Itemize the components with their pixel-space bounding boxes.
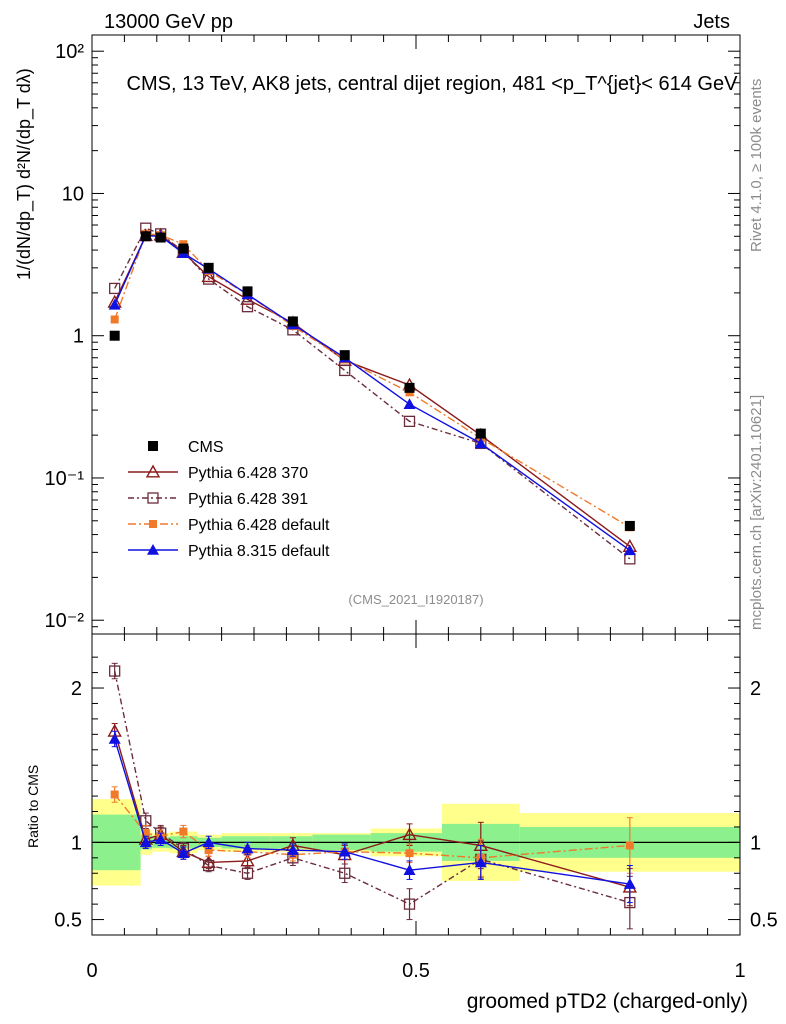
legend-label: Pythia 8.315 default [188,543,330,560]
series-layer [107,222,638,930]
legend-label: Pythia 6.428 370 [188,465,308,482]
series-point-main [403,415,416,428]
series-point-ratio [405,849,414,858]
source-label: mcplots.cern.ch [arXiv:2401.10621] [748,395,765,630]
cms-data-point [475,428,486,439]
cms-data-point [203,262,214,273]
series-line-ratio [114,794,630,859]
x-tick-label: 0.5 [402,960,430,982]
series-point-ratio [108,732,121,744]
cms-data-point [140,231,151,242]
series-point-ratio [623,878,636,889]
series-point-ratio [154,833,167,845]
series-point-ratio [241,842,254,854]
cms-data-point [339,350,350,361]
series-point-ratio [241,867,254,879]
ratio-y-tick-label: 2 [71,678,82,700]
analysis-id: (CMS_2021_I1920187) [348,592,483,607]
energy-label: 13000 GeV pp [104,11,233,33]
series-point-ratio [240,853,255,867]
main-y-tick-label: 10⁻² [45,610,85,632]
legend-marker [145,464,161,478]
series-point-main [403,398,416,410]
series-point-ratio [402,827,417,841]
series-point-main [108,298,121,310]
series-point-ratio [286,844,299,855]
rivet-label: Rivet 4.1.0, ≥ 100k events [748,79,765,252]
ratio-y-tick-label: 1 [71,832,82,854]
ratio-y-tick-label-right: 1 [750,832,761,854]
main-y-tick-label: 10⁻¹ [45,468,85,490]
series-point-ratio [140,815,152,827]
ratio-y-tick-label: 0.5 [54,910,82,932]
series-point-main [202,273,215,285]
legend-marker [147,492,159,504]
cms-data-point [178,243,189,254]
series-point-main [339,364,351,377]
cms-data-point [109,330,120,341]
legend-marker [149,520,157,528]
chart-title: CMS, 13 TeV, AK8 jets, central dijet reg… [127,73,739,95]
main-y-axis-label: 1/(dN/dp_T) d²N/(dp_T dλ) [14,68,35,280]
series-point-ratio [141,829,150,838]
series-point-main [110,315,119,324]
series-point-ratio [139,836,152,848]
main-y-tick-label: 10² [55,41,84,63]
legend-label: CMS [188,439,224,456]
series-point-ratio [202,836,215,848]
series-line-main [114,233,631,528]
series-point-ratio [110,790,119,799]
series-line-main [114,227,631,560]
ratio-uncertainty-bands [92,799,740,886]
series-point-ratio [179,827,188,836]
series-point-ratio [109,665,121,677]
cms-data-point [242,286,253,297]
series-point-ratio [403,864,416,875]
legend-marker-cms [148,441,158,451]
series-point-ratio [202,859,215,872]
series-point-main [474,437,487,449]
legend: CMS Pythia 6.428 370 Pythia 6.428 391 Pythi… [128,439,330,560]
cms-data [109,231,635,531]
series-point-ratio [403,898,416,910]
axes: 10⁻² 10⁻¹ 1 10 10² 0.5 0.5 1 1 2 2 0 0.5 1 [45,34,778,982]
ratio-y-tick-label-right: 0.5 [750,910,778,932]
series-point-ratio [338,845,351,857]
series-point-ratio [204,846,213,855]
cms-data-point [287,316,298,327]
ratio-y-axis-label: Ratio to CMS [25,765,41,848]
series-point-main [624,553,636,565]
series-point-main [109,282,121,295]
cms-data-point [155,232,166,243]
x-tick-label: 1 [734,960,745,982]
legend-label: Pythia 6.428 391 [188,491,308,508]
cms-data-point [404,382,415,393]
series-point-ratio [625,841,634,850]
ratio-y-tick-label-right: 2 [750,678,761,700]
series-point-ratio [474,856,487,868]
x-axis-label: groomed pTD2 (charged-only) [467,990,748,1013]
main-y-tick-label: 1 [73,326,84,348]
x-tick-label: 0 [86,960,97,982]
series-point-ratio [339,867,351,879]
series-3 [108,229,636,904]
series-0 [107,227,638,907]
series-point-ratio [177,847,190,858]
main-y-tick-label: 10 [62,183,84,205]
cms-data-point [624,520,635,531]
legend-marker [147,544,159,555]
ratio-plot-frame [91,633,741,936]
series-point-main [623,544,636,556]
series-point-main [241,301,254,313]
category-label: Jets [693,11,730,33]
legend-label: Pythia 6.428 default [188,517,330,534]
